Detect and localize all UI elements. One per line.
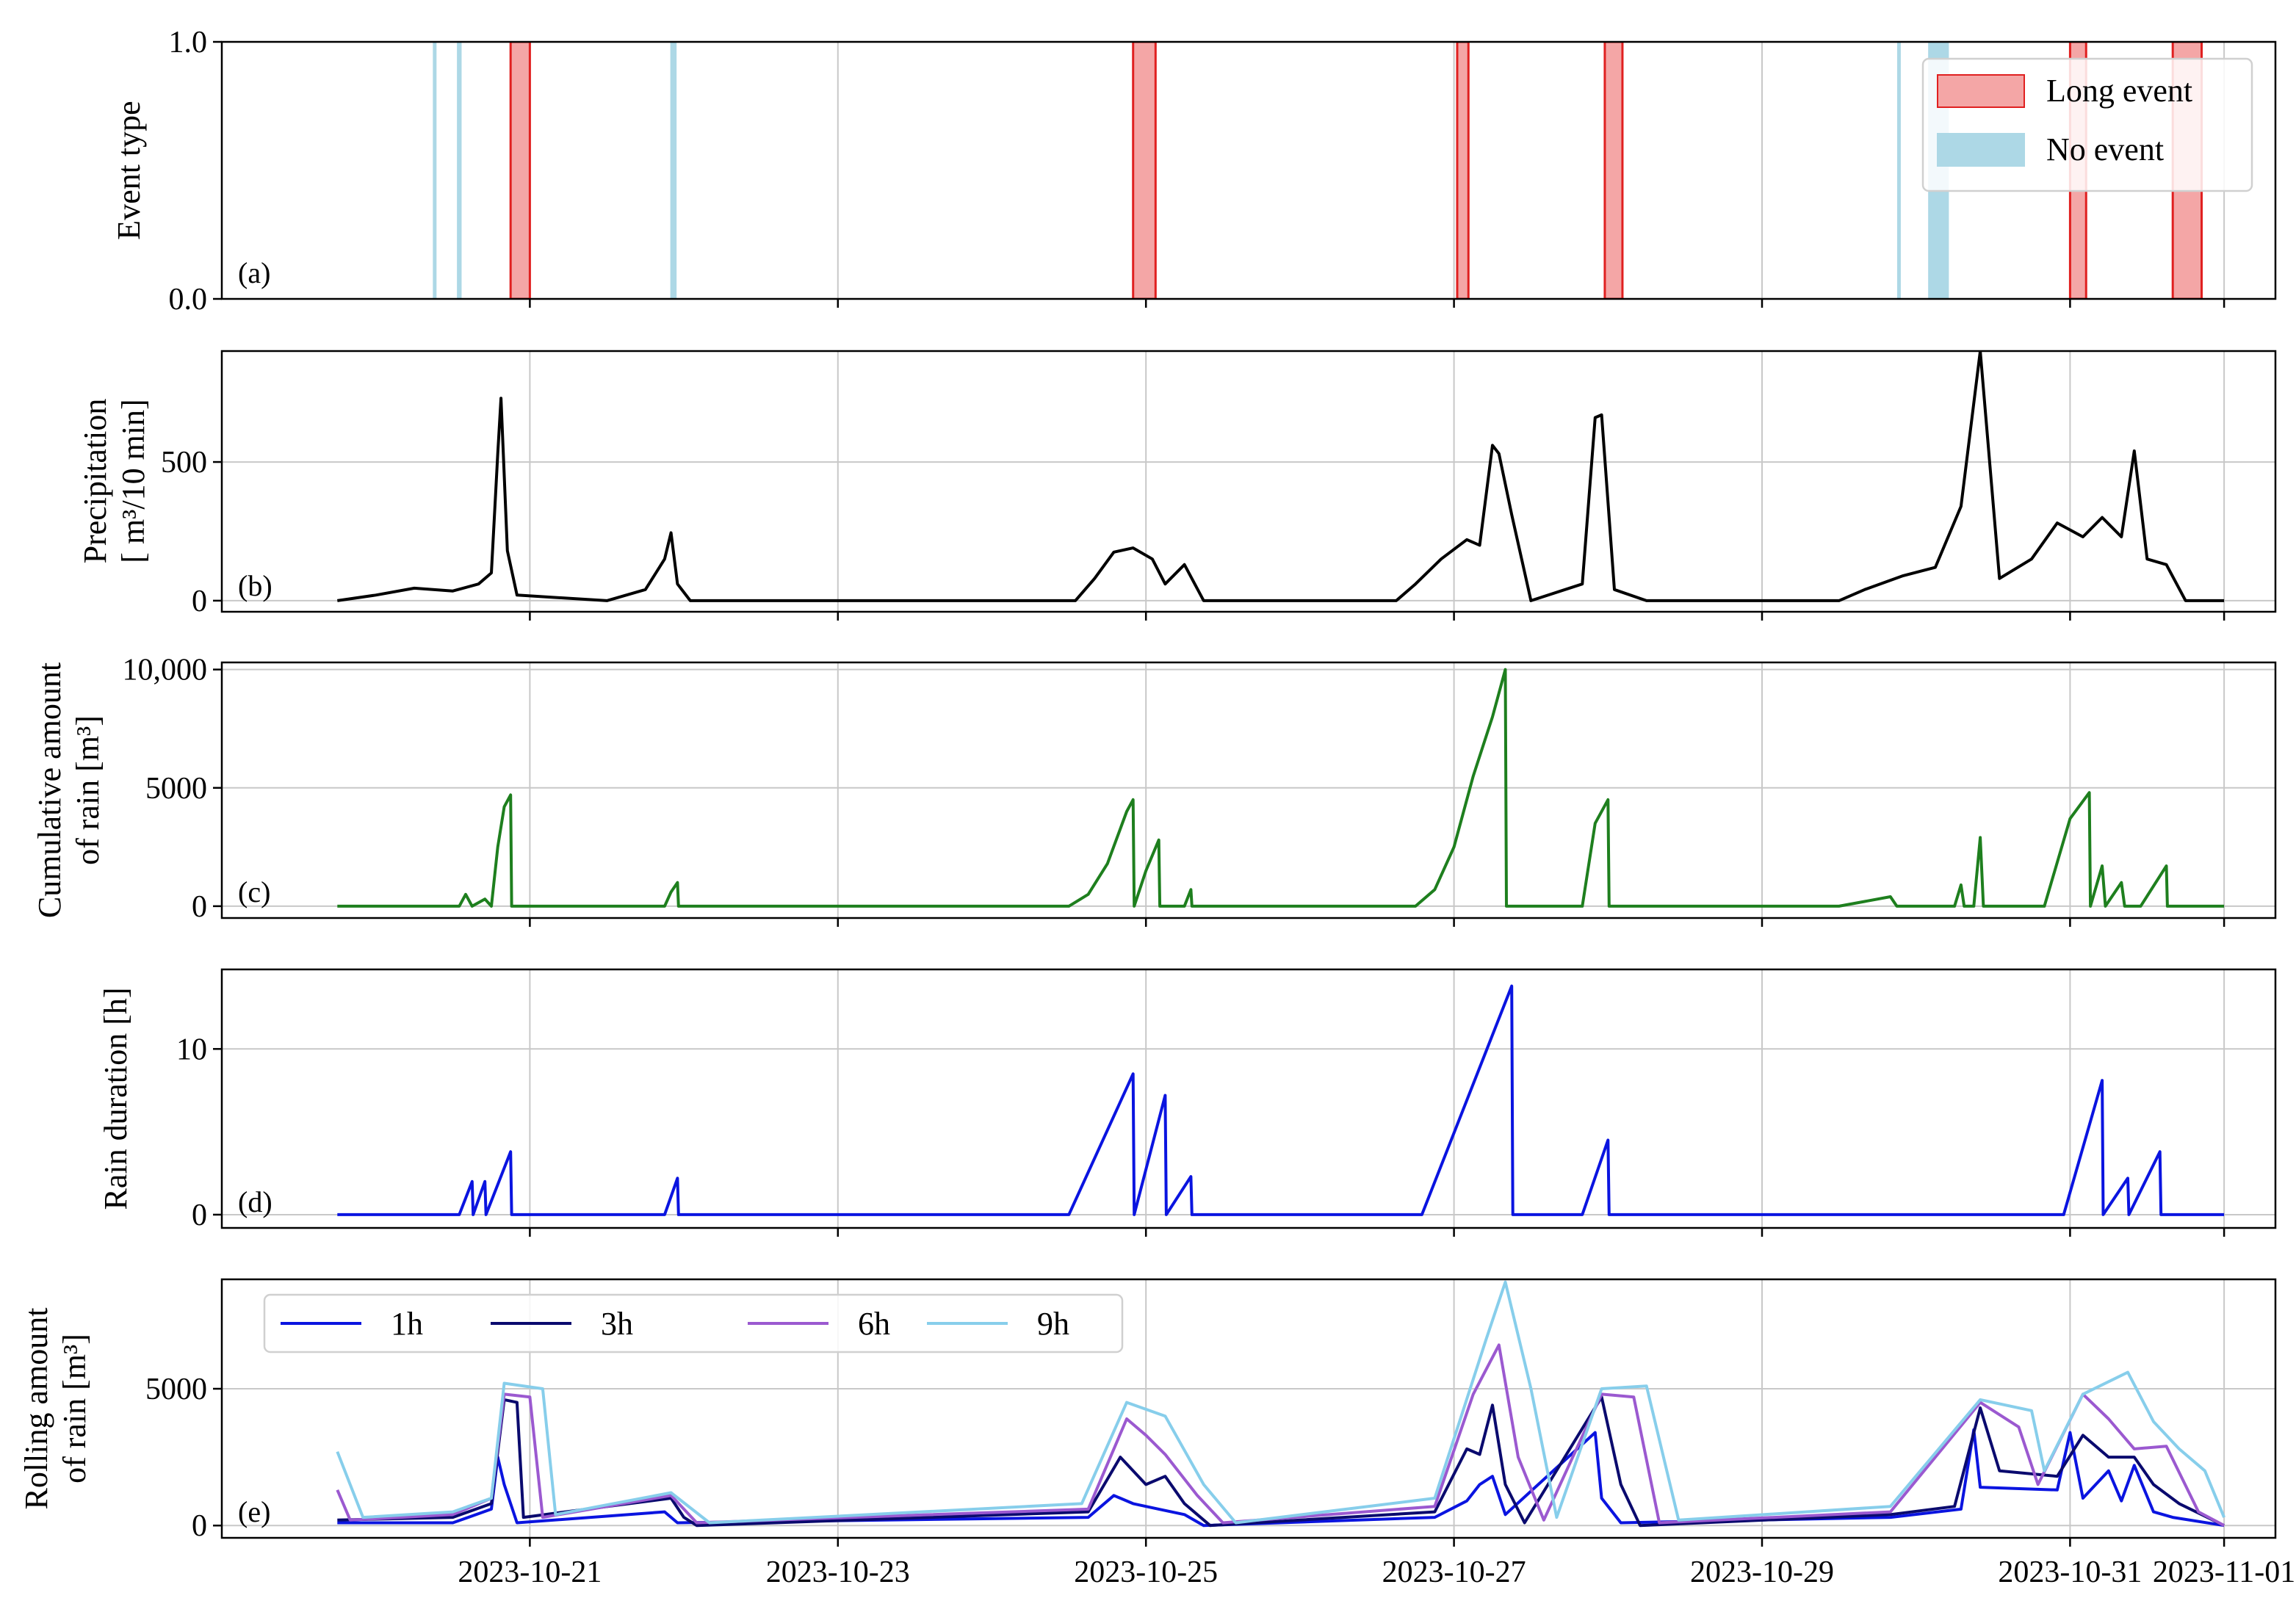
- x-tick-label: 2023-11-01: [2153, 1555, 2295, 1589]
- legend: 1h 3h 6h 9h: [263, 1293, 1124, 1354]
- legend-label: 3h: [601, 1306, 633, 1342]
- panel-d: 0 10 Rain duration [h] (d): [98, 968, 2277, 1237]
- axes-frame: [220, 350, 2277, 613]
- no-event-span: [433, 42, 437, 299]
- y-axis-label-line: of rain [m³]: [70, 715, 106, 865]
- y-axis-label-line: Precipitation: [77, 399, 113, 564]
- long-event-span: [1603, 42, 1624, 299]
- long-event-span: [1456, 42, 1470, 299]
- y-tick-label: 1.0: [169, 26, 208, 59]
- y-axis-label-line: Event type: [111, 101, 147, 239]
- series-line: [337, 668, 2225, 908]
- long-event-span: [1132, 42, 1157, 299]
- panel-letter: (c): [238, 875, 270, 908]
- y-axis-label-line: Rain duration [h]: [98, 987, 134, 1210]
- x-tick-label: 2023-10-23: [766, 1555, 910, 1589]
- legend-label: 6h: [858, 1306, 890, 1342]
- legend-label: 1h: [391, 1306, 423, 1342]
- legend-label: Long event: [2046, 73, 2192, 109]
- y-tick-label: 10,000: [123, 654, 208, 687]
- no-event-span: [670, 42, 677, 299]
- axes-frame: [220, 968, 2277, 1229]
- y-tick-label: 0.0: [169, 283, 208, 317]
- y-axis-label-line: Cumulative amount: [32, 662, 68, 918]
- series-line-1h: [337, 1428, 2225, 1528]
- series-line: [337, 984, 2225, 1216]
- y-tick-label: 10: [176, 1033, 207, 1066]
- y-axis-label-line: of rain [m³]: [57, 1334, 93, 1483]
- legend-swatch: [1937, 133, 2025, 167]
- legend-swatch: [1937, 74, 2025, 108]
- panel-c: 0 5000 10,000 Cumulative amountof rain [m³]…: [32, 654, 2277, 927]
- panel-e: 0 5000 Rolling amountof rain [m³] (e) 1h 3h 6h…: [18, 1278, 2277, 1547]
- x-tick-label: 2023-10-27: [1382, 1555, 1526, 1589]
- x-axis: 2023-10-21 2023-10-23 2023-10-25 2023-10-27…: [458, 1555, 2295, 1589]
- grid: [222, 1279, 2275, 1538]
- legend-label: No event: [2046, 131, 2164, 167]
- panel-letter: (e): [238, 1495, 270, 1528]
- plot-area: [337, 984, 2225, 1216]
- panels: 0.0 1.0 Event type (a) Long event No event 0 50…: [18, 26, 2277, 1547]
- axes-frame: [220, 661, 2277, 919]
- panel-letter: (a): [238, 256, 270, 289]
- y-axis-label-line: Rolling amount: [18, 1308, 54, 1510]
- y-axis-label: Cumulative amountof rain [m³]: [32, 662, 106, 918]
- y-axis-label: Rain duration [h]: [98, 987, 134, 1210]
- axes-frame: [220, 1278, 2277, 1539]
- legend-box: [263, 1293, 1124, 1354]
- long-event-span: [509, 42, 531, 299]
- y-axis-label: Rolling amountof rain [m³]: [18, 1308, 93, 1510]
- y-tick-label: 0: [192, 890, 207, 924]
- y-tick-label: 5000: [145, 1373, 207, 1406]
- legend-label: 9h: [1037, 1306, 1069, 1342]
- legend: Long event No event: [1921, 57, 2253, 192]
- x-tick-label: 2023-10-25: [1074, 1555, 1218, 1589]
- panel-letter: (b): [238, 569, 272, 602]
- plot-area: [336, 1280, 2225, 1528]
- y-tick-label: 0: [192, 1509, 207, 1543]
- y-tick-label: 0: [192, 1199, 207, 1232]
- y-tick-label: 500: [161, 446, 207, 480]
- x-tick-label: 2023-10-31: [1998, 1555, 2142, 1589]
- series-line: [337, 351, 2225, 602]
- plot-area: [337, 351, 2225, 602]
- series-line-9h: [336, 1280, 2225, 1525]
- panel-a: 0.0 1.0 Event type (a) Long event No event: [111, 26, 2277, 317]
- y-tick-label: 0: [192, 585, 207, 618]
- y-axis-label: Precipitation[ m³/10 min]: [77, 399, 151, 564]
- panel-b: 0 500 Precipitation[ m³/10 min] (b): [77, 350, 2277, 621]
- plot-area: [337, 668, 2225, 908]
- x-tick-label: 2023-10-29: [1690, 1555, 1834, 1589]
- axes-frame: [220, 40, 2277, 300]
- y-axis-label: Event type: [111, 101, 147, 239]
- panel-letter: (d): [238, 1185, 272, 1218]
- y-axis-label-line: [ m³/10 min]: [115, 399, 151, 563]
- no-event-span: [1896, 42, 1901, 299]
- y-tick-label: 5000: [145, 772, 207, 806]
- no-event-span: [457, 42, 462, 299]
- x-tick-label: 2023-10-21: [458, 1555, 602, 1589]
